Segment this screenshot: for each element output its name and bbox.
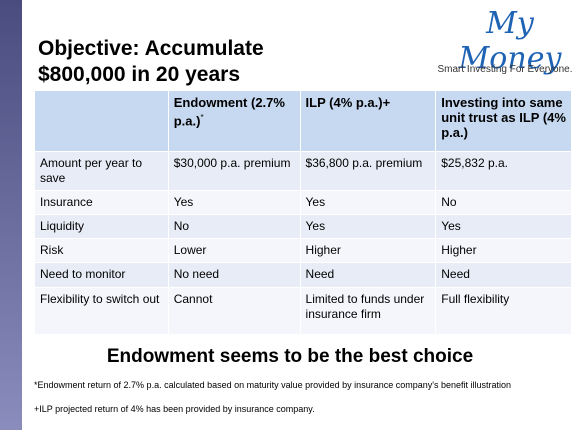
row-label: Flexibility to switch out (34, 287, 169, 335)
cell: Need (435, 262, 572, 288)
header-cell (34, 90, 169, 152)
table-row: Amount per year to save $30,000 p.a. prem… (34, 151, 572, 191)
cell: $36,800 p.a. premium (299, 151, 437, 191)
table-row: Risk Lower Higher Higher (34, 238, 572, 263)
header-cell: Investing into same unit trust as ILP (4… (435, 90, 572, 152)
row-label: Need to monitor (34, 262, 169, 288)
header-cell: ILP (4% p.a.)+ (299, 90, 437, 152)
row-label: Risk (34, 238, 169, 263)
cell: Limited to funds under insurance firm (299, 287, 437, 335)
cell: Cannot (167, 287, 301, 335)
cell: No (435, 190, 572, 215)
cell: $30,000 p.a. premium (167, 151, 301, 191)
tagline: Smart Investing For Everyone. (437, 64, 573, 75)
row-label: Amount per year to save (34, 151, 169, 191)
title: Objective: Accumulate $800,000 in 20 yea… (38, 37, 264, 86)
row-label: Insurance (34, 190, 169, 215)
header-mark: * (200, 113, 204, 122)
header-row: Endowment (2.7% p.a.)* ILP (4% p.a.)+ In… (34, 90, 572, 152)
comparison-table: Endowment (2.7% p.a.)* ILP (4% p.a.)+ In… (34, 90, 572, 335)
table-row: Flexibility to switch out Cannot Limited t… (34, 287, 572, 335)
logo: My Money (458, 6, 562, 76)
cell: Yes (299, 214, 437, 239)
cell: $25,832 p.a. (435, 151, 572, 191)
cell: No (167, 214, 301, 239)
table-row: Liquidity No Yes Yes (34, 214, 572, 239)
header-cell: Endowment (2.7% p.a.)* (167, 90, 301, 152)
cell: Yes (299, 190, 437, 215)
cell: Lower (167, 238, 301, 263)
side-bar (0, 0, 22, 430)
cell: Yes (167, 190, 301, 215)
footnote: *Endowment return of 2.7% p.a. calculate… (34, 380, 511, 390)
cell: No need (167, 262, 301, 288)
cell: Yes (435, 214, 572, 239)
table-row: Insurance Yes Yes No (34, 190, 572, 215)
cell: Need (299, 262, 437, 288)
conclusion: Endowment seems to be the best choice (106, 346, 474, 367)
footnote: +ILP projected return of 4% has been pro… (34, 404, 315, 414)
cell: Full flexibility (435, 287, 572, 335)
table-row: Need to monitor No need Need Need (34, 262, 572, 288)
row-label: Liquidity (34, 214, 169, 239)
cell: Higher (299, 238, 437, 263)
header-text: Endowment (2.7% p.a.) (173, 95, 285, 129)
cell: Higher (435, 238, 572, 263)
